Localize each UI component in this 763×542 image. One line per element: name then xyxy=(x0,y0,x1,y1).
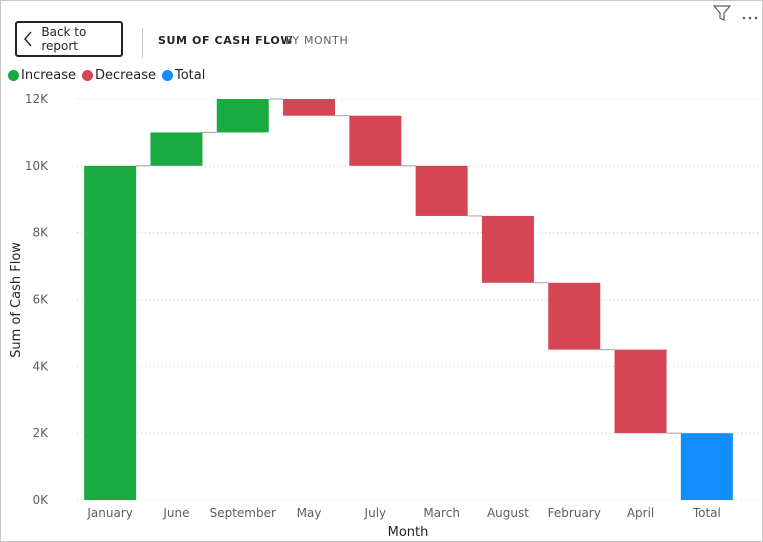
y-axis-title: Sum of Cash Flow xyxy=(9,242,24,358)
bar-april[interactable] xyxy=(614,349,667,434)
y-axis: 0K 2K 4K 6K 8K 10K 12K xyxy=(25,92,49,507)
x-tick-label: August xyxy=(487,506,529,520)
chart-title: SUM OF CASH FLOW xyxy=(158,34,294,47)
y-tick-label: 10K xyxy=(25,159,49,173)
legend-label-decrease: Decrease xyxy=(95,68,156,83)
connector-lines xyxy=(136,98,681,434)
legend-item-decrease[interactable]: Decrease xyxy=(82,68,156,83)
x-tick-label: January xyxy=(86,506,133,520)
legend-dot-total xyxy=(161,70,173,81)
filter-icon[interactable] xyxy=(712,5,732,25)
x-tick-label: July xyxy=(364,506,387,520)
back-to-report-label: Back to report xyxy=(41,25,87,53)
legend-item-total[interactable]: Total xyxy=(161,68,206,83)
y-tick-label: 0K xyxy=(32,493,49,507)
legend-label-increase: Increase xyxy=(21,68,77,83)
x-tick-label: Total xyxy=(692,506,721,520)
legend: Increase Decrease Total xyxy=(8,68,205,83)
visual-header-icons xyxy=(712,5,759,25)
y-tick-label: 8K xyxy=(32,226,49,240)
header-divider xyxy=(142,28,143,58)
x-tick-label: April xyxy=(627,506,654,520)
legend-label-total: Total xyxy=(174,68,206,83)
bar-february[interactable] xyxy=(548,282,601,350)
y-tick-label: 2K xyxy=(32,426,49,440)
bar-june[interactable] xyxy=(150,132,203,166)
x-axis-title: Month xyxy=(388,525,429,540)
x-axis: January June September May July March August Fe… xyxy=(86,506,720,520)
y-tick-label: 12K xyxy=(25,92,49,106)
bar-may[interactable] xyxy=(283,99,336,116)
chart-subtitle: BY MONTH xyxy=(285,34,349,47)
y-tick-label: 6K xyxy=(32,293,49,307)
bar-january[interactable] xyxy=(84,165,137,501)
back-to-report-button[interactable]: Back to report xyxy=(15,21,123,57)
bar-july[interactable] xyxy=(349,115,402,166)
legend-dot-increase xyxy=(8,70,19,81)
bar-total[interactable] xyxy=(680,433,733,500)
y-tick-label: 4K xyxy=(32,359,49,373)
x-tick-label: March xyxy=(423,506,460,520)
x-tick-label: February xyxy=(548,506,601,520)
bars xyxy=(84,99,733,501)
legend-item-increase[interactable]: Increase xyxy=(8,68,76,83)
more-options-icon[interactable] xyxy=(741,6,759,25)
x-tick-label: June xyxy=(162,506,189,520)
x-tick-label: September xyxy=(210,506,276,520)
bar-august[interactable] xyxy=(481,215,534,283)
bar-march[interactable] xyxy=(415,165,468,216)
chevron-left-icon xyxy=(17,31,39,47)
legend-dot-decrease xyxy=(82,70,94,81)
x-tick-label: May xyxy=(297,506,322,520)
bar-september[interactable] xyxy=(216,99,269,133)
